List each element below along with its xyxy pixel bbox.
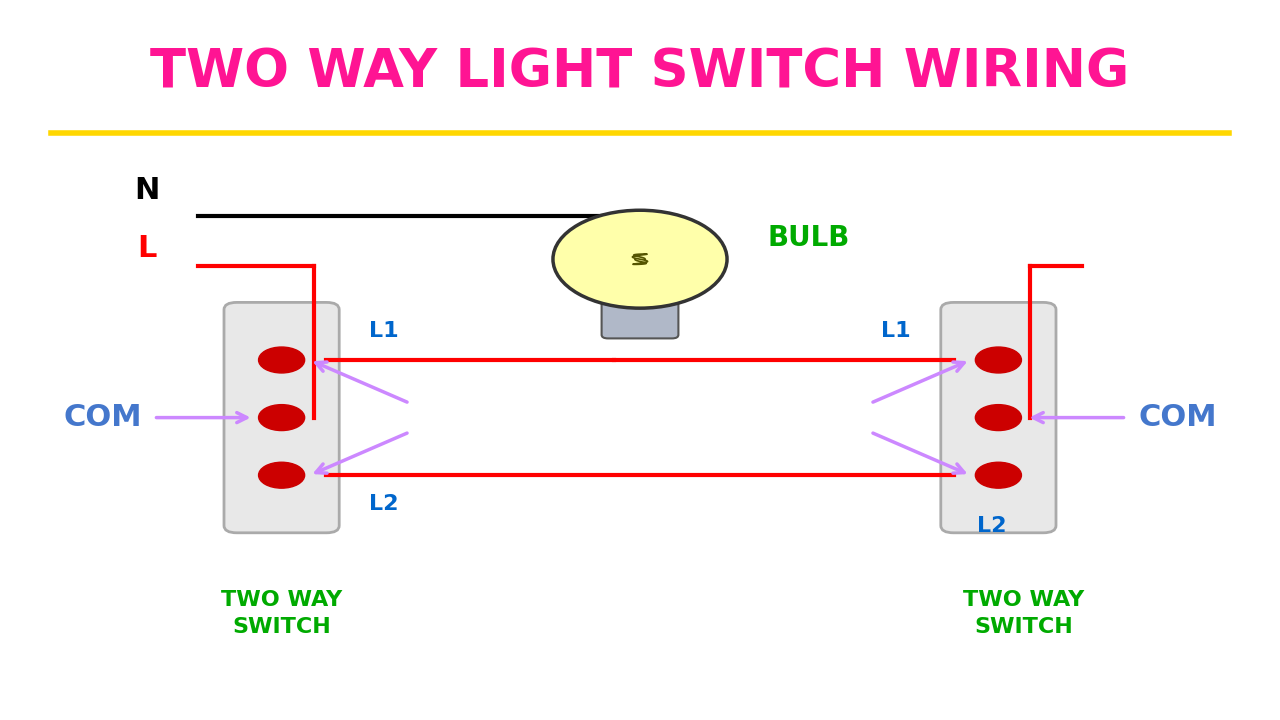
Text: BULB: BULB	[768, 224, 850, 251]
FancyBboxPatch shape	[941, 302, 1056, 533]
Circle shape	[259, 347, 305, 373]
FancyBboxPatch shape	[224, 302, 339, 533]
Text: L1: L1	[369, 321, 399, 341]
Circle shape	[975, 462, 1021, 488]
Text: L: L	[137, 234, 157, 263]
FancyBboxPatch shape	[602, 288, 678, 338]
Text: TWO WAY
SWITCH: TWO WAY SWITCH	[964, 590, 1084, 636]
Text: COM: COM	[1138, 403, 1217, 432]
Circle shape	[259, 462, 305, 488]
Circle shape	[553, 210, 727, 308]
Text: N: N	[134, 176, 160, 205]
Text: TWO WAY
SWITCH: TWO WAY SWITCH	[221, 590, 342, 636]
Text: COM: COM	[63, 403, 142, 432]
Circle shape	[975, 347, 1021, 373]
Text: L2: L2	[977, 516, 1007, 536]
Text: L2: L2	[369, 494, 399, 514]
Text: TWO WAY LIGHT SWITCH WIRING: TWO WAY LIGHT SWITCH WIRING	[150, 46, 1130, 98]
Circle shape	[259, 405, 305, 431]
Text: L1: L1	[881, 321, 911, 341]
FancyBboxPatch shape	[617, 284, 663, 306]
Circle shape	[975, 405, 1021, 431]
